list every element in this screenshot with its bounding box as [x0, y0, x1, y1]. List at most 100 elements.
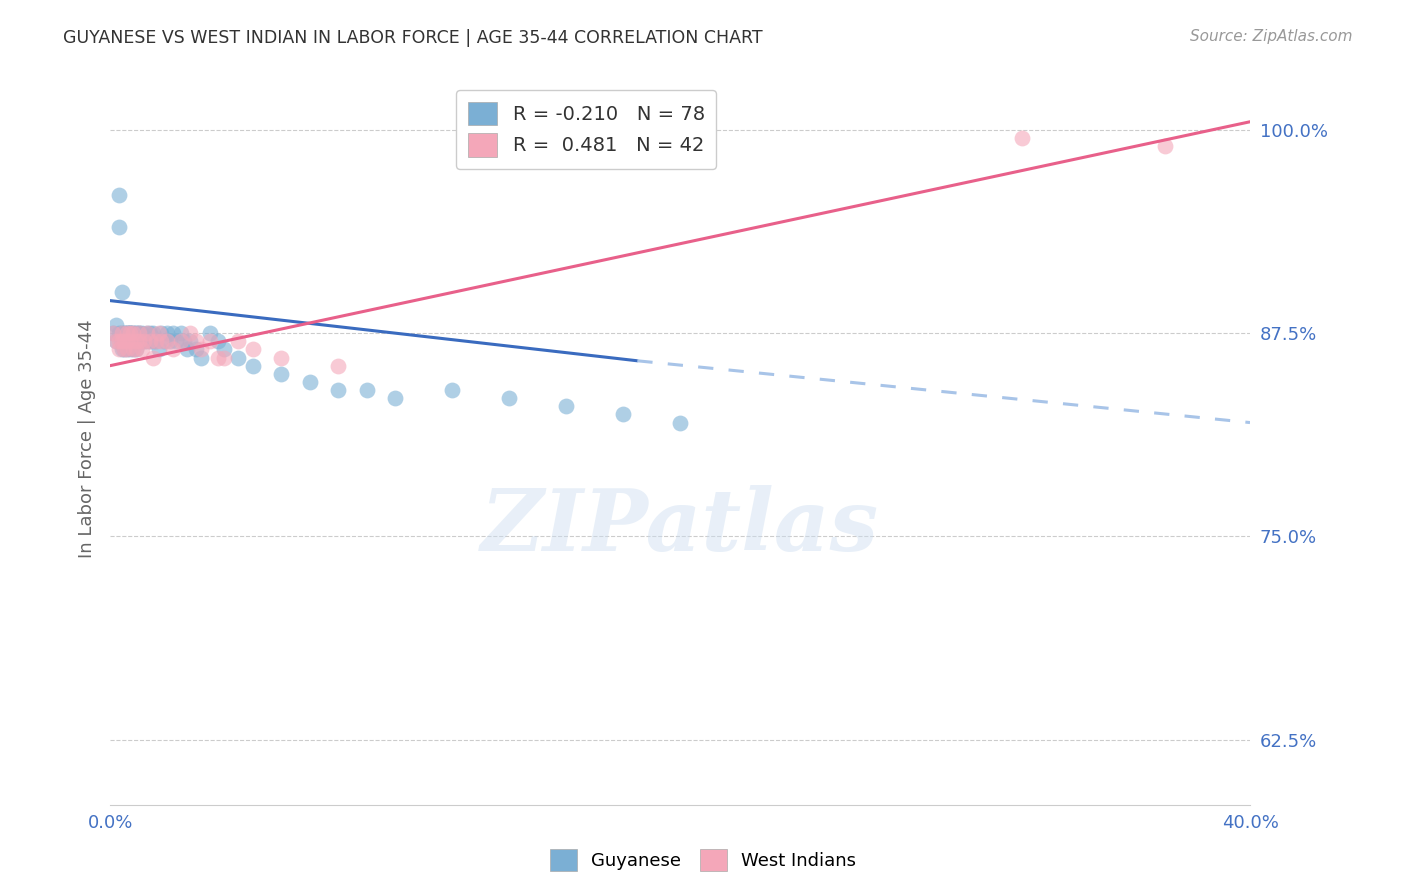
Point — [156, 334, 179, 349]
Point — [190, 351, 212, 365]
Point — [669, 416, 692, 430]
Point — [139, 334, 162, 349]
Point — [128, 326, 150, 340]
Point — [110, 334, 132, 349]
Point — [212, 351, 235, 365]
Point — [131, 334, 153, 349]
Point — [112, 326, 135, 340]
Point — [110, 343, 132, 357]
Point — [120, 334, 142, 349]
Point — [110, 285, 132, 300]
Point — [117, 334, 139, 349]
Point — [139, 326, 162, 340]
Point — [198, 334, 221, 349]
Point — [190, 343, 212, 357]
Point — [128, 326, 150, 340]
Point — [136, 326, 159, 340]
Point — [101, 326, 124, 340]
Point — [110, 334, 132, 349]
Point — [125, 334, 148, 349]
Point — [298, 375, 321, 389]
Legend: Guyanese, West Indians: Guyanese, West Indians — [543, 842, 863, 879]
Point — [228, 351, 250, 365]
Point — [165, 334, 187, 349]
Point — [125, 334, 148, 349]
Point — [122, 326, 145, 340]
Point — [1153, 139, 1175, 153]
Point — [139, 334, 162, 349]
Point — [101, 326, 124, 340]
Point — [326, 359, 349, 373]
Point — [107, 326, 129, 340]
Point — [131, 326, 153, 340]
Point — [170, 334, 193, 349]
Point — [136, 334, 159, 349]
Point — [117, 326, 139, 340]
Point — [112, 343, 135, 357]
Point — [125, 343, 148, 357]
Point — [120, 326, 142, 340]
Point — [122, 326, 145, 340]
Point — [134, 334, 156, 349]
Point — [128, 334, 150, 349]
Point — [198, 326, 221, 340]
Y-axis label: In Labor Force | Age 35-44: In Labor Force | Age 35-44 — [79, 319, 96, 558]
Point — [110, 326, 132, 340]
Point — [356, 383, 378, 397]
Point — [148, 326, 170, 340]
Point — [122, 334, 145, 349]
Point — [110, 326, 132, 340]
Point — [122, 343, 145, 357]
Point — [441, 383, 464, 397]
Point — [120, 343, 142, 357]
Point — [148, 343, 170, 357]
Point — [120, 334, 142, 349]
Point — [120, 326, 142, 340]
Point — [184, 343, 207, 357]
Point — [212, 343, 235, 357]
Point — [173, 334, 195, 349]
Point — [142, 334, 165, 349]
Point — [170, 326, 193, 340]
Point — [270, 367, 292, 381]
Text: Source: ZipAtlas.com: Source: ZipAtlas.com — [1189, 29, 1353, 44]
Point — [117, 343, 139, 357]
Point — [112, 326, 135, 340]
Point — [107, 220, 129, 235]
Point — [270, 351, 292, 365]
Point — [120, 334, 142, 349]
Point — [112, 343, 135, 357]
Text: GUYANESE VS WEST INDIAN IN LABOR FORCE | AGE 35-44 CORRELATION CHART: GUYANESE VS WEST INDIAN IN LABOR FORCE |… — [63, 29, 763, 46]
Point — [498, 391, 520, 405]
Point — [1011, 131, 1033, 145]
Point — [107, 334, 129, 349]
Point — [117, 326, 139, 340]
Point — [125, 326, 148, 340]
Point — [162, 326, 184, 340]
Point — [120, 326, 142, 340]
Point — [134, 334, 156, 349]
Point — [131, 343, 153, 357]
Point — [228, 334, 250, 349]
Point — [612, 408, 634, 422]
Point — [128, 334, 150, 349]
Point — [242, 343, 264, 357]
Point — [150, 326, 173, 340]
Point — [117, 326, 139, 340]
Point — [142, 326, 165, 340]
Point — [326, 383, 349, 397]
Point — [184, 334, 207, 349]
Point — [179, 334, 201, 349]
Point — [122, 343, 145, 357]
Point — [153, 334, 176, 349]
Point — [104, 334, 127, 349]
Point — [179, 326, 201, 340]
Point — [125, 343, 148, 357]
Point — [117, 343, 139, 357]
Point — [125, 326, 148, 340]
Point — [112, 334, 135, 349]
Point — [122, 326, 145, 340]
Point — [120, 334, 142, 349]
Point — [242, 359, 264, 373]
Point — [555, 400, 578, 414]
